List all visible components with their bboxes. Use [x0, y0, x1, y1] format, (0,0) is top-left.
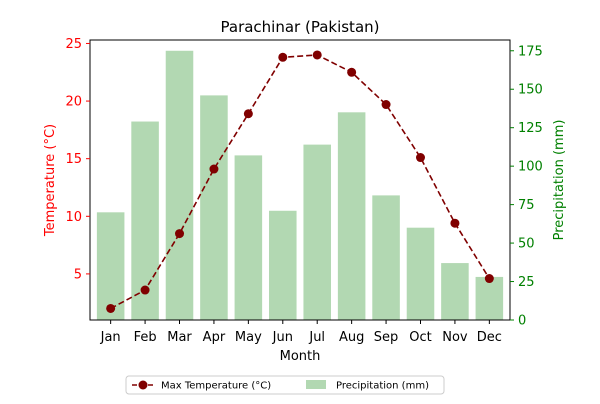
y-right-tick-label: 175 — [518, 44, 543, 59]
precipitation-bar — [200, 95, 228, 320]
precipitation-bar — [338, 112, 366, 320]
y-right-tick-label: 25 — [518, 275, 535, 290]
y-right-tick-label: 0 — [518, 314, 526, 329]
y-left-tick-label: 15 — [65, 152, 82, 167]
x-tick-label: Aug — [339, 330, 364, 345]
precipitation-bar — [269, 211, 297, 320]
temperature-point — [450, 219, 459, 228]
temperature-point — [209, 165, 218, 174]
temperature-point — [244, 109, 253, 118]
y-left-tick-label: 20 — [65, 95, 82, 110]
y-axis-right-label: Precipitation (mm) — [552, 120, 567, 241]
precipitation-bar — [235, 155, 263, 320]
x-tick-label: Dec — [477, 330, 502, 345]
y-right-tick-label: 100 — [518, 160, 543, 175]
x-tick-label: Jul — [308, 330, 325, 345]
legend-label-precipitation: Precipitation (mm) — [336, 381, 429, 392]
y-left-tick-label: 10 — [65, 210, 82, 225]
y-right-tick-label: 75 — [518, 198, 535, 213]
temperature-point — [106, 304, 115, 313]
temperature-point — [485, 274, 494, 283]
legend-bar-swatch — [306, 380, 326, 389]
legend-label-temperature: Max Temperature (°C) — [161, 381, 271, 392]
temperature-point — [278, 53, 287, 62]
x-tick-label: Jun — [272, 330, 293, 345]
x-tick-label: Nov — [442, 330, 468, 345]
temperature-point — [141, 286, 150, 295]
x-axis-label: Month — [280, 349, 321, 364]
chart-title: Parachinar (Pakistan) — [221, 18, 380, 36]
temperature-point — [175, 229, 184, 238]
y-right-tick-label: 150 — [518, 83, 543, 98]
y-left-tick-label: 25 — [65, 37, 82, 52]
temperature-point — [416, 153, 425, 162]
precipitation-bar — [407, 228, 435, 320]
legend-marker-swatch — [139, 381, 148, 390]
temperature-point — [313, 50, 322, 59]
y-axis-left-label: Temperature (°C) — [43, 124, 58, 237]
x-tick-label: Oct — [409, 330, 431, 345]
precipitation-bar — [166, 51, 194, 320]
precipitation-bar — [476, 277, 504, 320]
temperature-point — [347, 68, 356, 77]
x-tick-label: Mar — [167, 330, 192, 345]
precipitation-bar — [441, 263, 469, 320]
x-tick-label: Apr — [203, 330, 226, 345]
x-tick-label: Jan — [100, 330, 121, 345]
y-right-tick-label: 125 — [518, 121, 543, 136]
y-right-tick-label: 50 — [518, 237, 535, 252]
y-left-tick-label: 5 — [74, 267, 82, 282]
precipitation-bar — [303, 145, 331, 320]
temperature-point — [382, 100, 391, 109]
precipitation-bar — [372, 195, 400, 320]
x-tick-label: Sep — [374, 330, 399, 345]
x-tick-label: Feb — [134, 330, 157, 345]
legend: Max Temperature (°C) Precipitation (mm) — [126, 376, 444, 394]
x-tick-label: May — [235, 330, 262, 345]
